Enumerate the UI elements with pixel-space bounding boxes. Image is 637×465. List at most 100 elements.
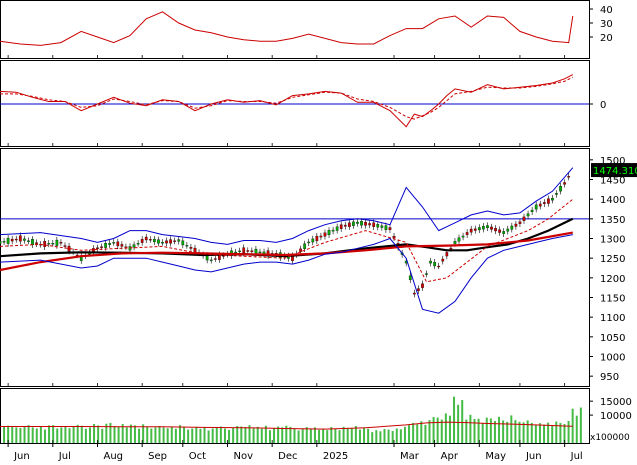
panel-frame-0 [0,0,590,59]
volume-bar [273,428,276,443]
volume-bar [420,421,423,443]
candle-body [538,203,542,207]
candle-body [343,224,347,227]
volume-bar [88,427,91,443]
volume-bar [121,424,124,443]
candle-body [526,213,530,217]
month-label: 2025 [323,451,348,462]
candle-body [238,250,242,253]
volume-bar [465,419,468,443]
candle-body [461,235,465,238]
volume-bar [68,428,71,443]
volume-bar [150,428,153,443]
volume-bar [522,422,525,443]
volume-bar [395,428,398,443]
volume-bar [371,432,374,443]
candle-body [100,246,103,248]
volume-bar [485,417,488,443]
candle-body [250,250,254,253]
candle-body [112,242,116,244]
y-tick-label: 1500 [600,156,625,167]
candle-body [421,283,424,288]
candle-body [96,247,99,250]
series-line-1 [0,76,574,120]
volume-bar [383,429,386,443]
month-label: Dec [278,451,297,462]
volume-bar [39,426,42,443]
series-line-0 [0,74,574,128]
volume-bar [158,425,161,443]
candle-body [165,240,168,244]
series-line-5 [0,234,573,314]
volume-bar [424,424,427,443]
volume-bar [277,426,280,443]
volume-bar [64,425,67,443]
candle-body [2,241,6,243]
volume-bar [219,426,222,443]
volume-bar [289,426,292,443]
volume-bar [322,428,325,443]
y-tick-label: 20 [600,33,613,44]
candle-body [502,231,506,234]
candle-body [157,239,160,244]
candle-body [213,258,217,260]
y-tick-label: 1050 [600,333,625,344]
candle-body [360,221,363,226]
volume-bar [534,424,537,443]
candle-body [380,225,384,228]
volume-bar [76,424,79,443]
volume-bar [264,425,267,443]
series-line-1 [0,217,574,258]
candle-body [506,228,510,232]
volume-bar [551,425,554,443]
candle-body [490,226,493,230]
oscillator-panel: 0 [0,74,606,128]
y-tick-label: 10000 [600,411,632,422]
volume-bar [236,425,239,443]
panel-frame-3 [0,388,590,444]
volume-bar [457,404,460,443]
month-label: Jul [570,451,583,462]
volume-bar [7,425,10,443]
volume-bar [215,427,218,443]
candle-body [392,235,396,239]
month-axis: Jun Jul Aug Sep Oct Nov Dec 2025 Mar Apr May Jun Jul [7,55,583,462]
month-label: May [485,451,506,462]
volume-bar [174,428,177,443]
candle-body [445,252,449,257]
volume-bar [543,424,546,443]
volume-bar [199,428,202,443]
adx-panel: 20 30 40 [0,5,613,46]
volume-bar [170,426,173,443]
volume-bar [313,427,316,443]
volume-bar [207,430,210,443]
candle-body [18,235,22,242]
candle-body [185,245,189,247]
candle-body [486,225,489,229]
candle-body [307,241,311,244]
candle-body [153,238,156,243]
candle-body [412,292,416,295]
candle-body [352,221,355,226]
candle-body [441,258,445,262]
month-label: Jun [525,451,542,462]
candle-body [408,275,412,281]
volume-bar [305,427,308,443]
candle-body [311,238,315,243]
volume-bar [260,428,263,443]
candle-body [55,239,59,246]
volume-bar [538,423,541,443]
candle-body [177,239,181,242]
volume-bar [448,415,451,443]
volume-bar [555,421,558,443]
volume-bar [440,419,443,443]
volume-bar [60,427,63,443]
volume-bar [408,425,411,443]
series-line-0 [0,11,574,46]
volume-bar [117,426,120,443]
month-label: Jul [58,451,71,462]
panel-frame-2 [0,148,590,387]
volume-bar [228,429,231,443]
candle-body [347,222,351,227]
candle-body [23,238,26,241]
